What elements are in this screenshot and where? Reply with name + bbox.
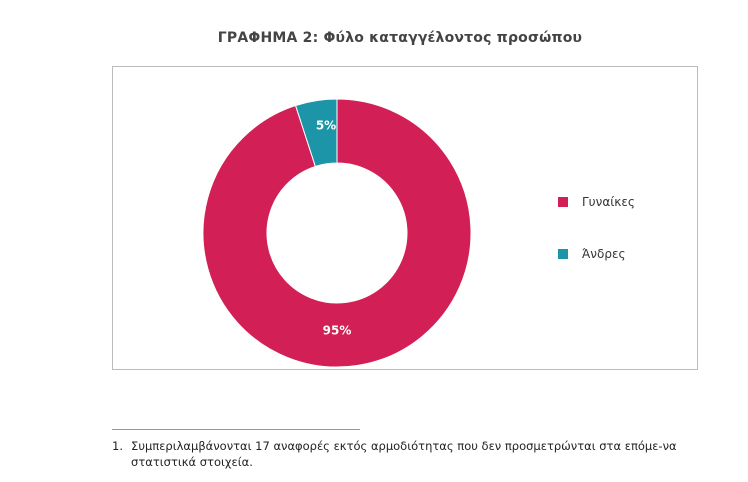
data-label: 5%: [316, 119, 336, 133]
chart-title: ΓΡΑΦΗΜΑ 2: Φύλο καταγγέλοντος προσώπου: [217, 30, 583, 46]
legend-swatch: [558, 197, 568, 207]
slice-1: [294, 98, 338, 168]
legend-label: Γυναίκες: [582, 195, 635, 209]
legend-label: Άνδρες: [582, 247, 626, 261]
footnote-number: 1.: [112, 439, 123, 453]
footnote-divider: [112, 429, 360, 430]
legend-swatch: [558, 249, 568, 259]
legend-item-men: Άνδρες: [558, 247, 626, 261]
footnote: 1. Συμπεριλαμβάνονται 17 αναφορές εκτός α…: [112, 438, 712, 470]
slice-0: [202, 98, 472, 368]
legend-item-women: Γυναίκες: [558, 195, 635, 209]
chart-frame: [112, 66, 698, 370]
footnote-text: Συμπεριλαμβάνονται 17 αναφορές εκτός αρμ…: [131, 439, 677, 469]
data-label: 95%: [323, 324, 352, 338]
